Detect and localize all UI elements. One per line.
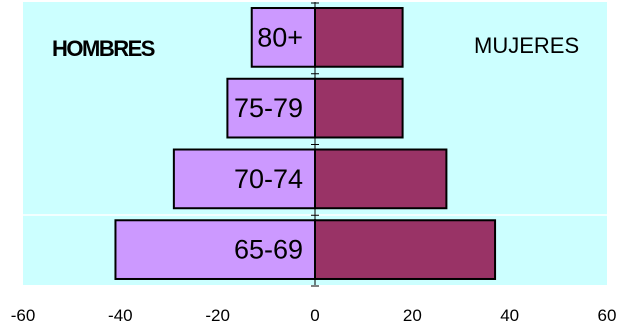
- x-tick-label: -40: [108, 306, 133, 325]
- category-label-65-69: 65-69: [234, 235, 303, 265]
- x-tick-label: -60: [11, 306, 36, 325]
- x-tick-label: 40: [500, 306, 519, 325]
- bar-left-75-79: [226, 77, 316, 139]
- x-tick-label: 0: [310, 306, 319, 325]
- bar-left-65-69: [114, 219, 317, 280]
- bar-left-80+: [250, 7, 317, 68]
- x-tick-label: 20: [403, 306, 422, 325]
- side-label-hombres: HOMBRES: [52, 36, 155, 61]
- category-label-80+: 80+: [257, 22, 303, 52]
- bar-left-70-74: [172, 148, 316, 210]
- bar-right-75-79: [314, 77, 404, 139]
- bar-right-70-74: [314, 148, 448, 210]
- category-label-75-79: 75-79: [234, 93, 303, 123]
- side-label-mujeres: MUJERES: [474, 33, 579, 58]
- x-tick-label: -20: [205, 306, 230, 325]
- x-tick-label: 60: [598, 306, 617, 325]
- bar-right-80+: [314, 7, 404, 68]
- bar-right-65-69: [314, 219, 497, 280]
- category-label-70-74: 70-74: [234, 164, 303, 194]
